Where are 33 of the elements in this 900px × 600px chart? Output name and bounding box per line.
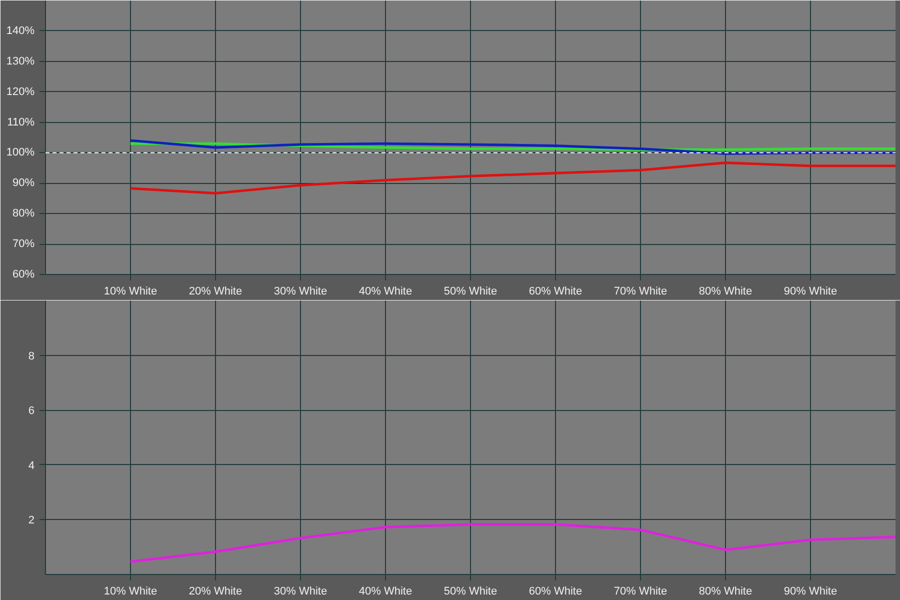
y-tick-label: 140% [6,24,35,37]
x-tick-label: 70% White [614,286,668,298]
y-tick-label: 80% [12,208,35,220]
y-tick-label: 4 [28,460,35,472]
x-tick-label: 80% White [698,286,752,298]
y-tick-label: 110% [7,116,35,128]
y-tick-label: 60% [12,268,35,280]
x-tick-label: 90% White [784,286,838,298]
x-tick-label: 60% White [528,286,582,298]
x-tick-label: 60% White [528,586,582,598]
line-series [129,523,896,563]
x-tick-label: 20% White [188,286,242,298]
x-tick-label: 50% White [444,286,498,298]
x-tick-label: 30% White [274,286,328,298]
y-tick-label: 2 [28,514,35,527]
x-tick-label: 20% White [188,586,242,598]
y-tick-label: 130% [6,55,35,68]
x-tick-label: 40% White [358,286,412,298]
x-tick-label: 80% White [698,586,752,598]
x-tick-label: 40% White [358,586,412,598]
y-tick-label: 100% [6,146,35,159]
x-tick-label: 10% White [104,586,158,598]
x-tick-label: 70% White [614,586,668,598]
x-tick-label: 30% White [274,586,328,598]
y-tick-label: 70% [12,238,35,250]
y-tick-label: 120% [6,86,35,98]
x-tick-label: 90% White [784,586,838,598]
y-tick-label: 6 [28,405,35,418]
y-tick-label: 90% [12,177,35,190]
x-tick-label: 50% White [444,586,498,598]
y-tick-label: 8 [28,350,35,362]
line-series [129,162,896,194]
x-tick-label: 10% White [104,286,158,298]
